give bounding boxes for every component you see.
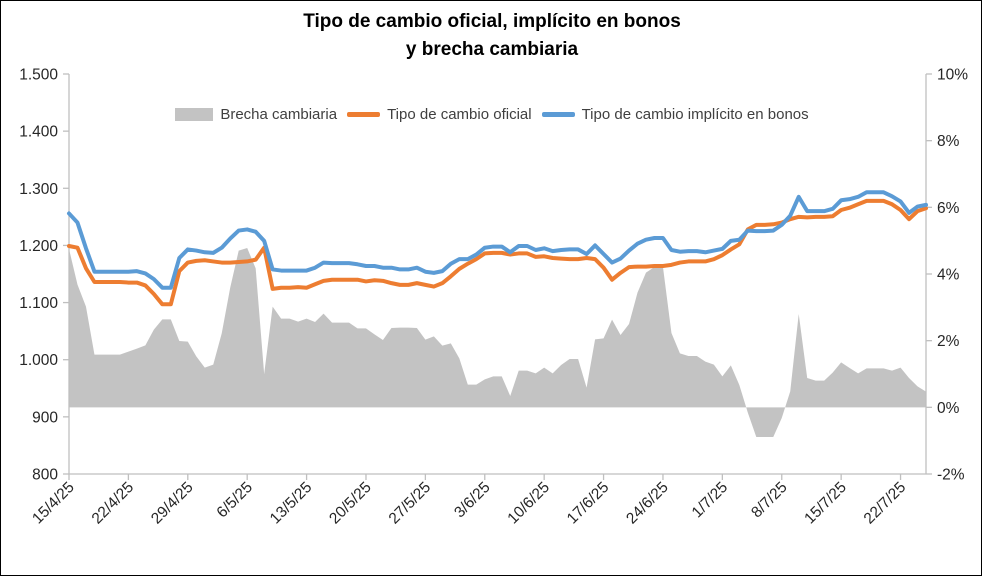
legend-label-brecha: Brecha cambiaria: [220, 106, 338, 123]
x-axis-tick-label: 15/7/25: [801, 479, 850, 528]
x-axis-tick-label: 22/4/25: [89, 479, 138, 528]
chart-title: Tipo de cambio oficial, implícito en bon…: [1, 8, 981, 64]
legend: Brecha cambiaria Tipo de cambio oficial …: [1, 106, 981, 123]
implicito-line-swatch-icon: [541, 112, 575, 117]
right-axis-tick-label: 6%: [937, 200, 960, 217]
area-series-brecha: [69, 248, 926, 437]
left-axis-tick-label: 900: [32, 409, 58, 426]
right-axis-tick-label: 0%: [937, 400, 960, 417]
left-axis-tick-label: 800: [32, 467, 58, 484]
x-axis-tick-label: 13/5/25: [267, 479, 316, 528]
x-axis-tick-label: 17/6/25: [564, 479, 613, 528]
chart-title-line2: y brecha cambiaria: [405, 39, 579, 60]
chart-title-line1: Tipo de cambio oficial, implícito en bon…: [303, 11, 681, 32]
right-axis-tick-label: 2%: [937, 333, 960, 350]
x-axis-tick-label: 1/7/25: [689, 479, 732, 522]
x-axis-tick-label: 15/4/25: [29, 479, 78, 528]
legend-item-oficial: Tipo de cambio oficial: [347, 106, 532, 123]
brecha-area-swatch-icon: [175, 108, 214, 121]
x-axis-tick-label: 22/7/25: [861, 479, 910, 528]
x-axis-tick-label: 3/6/25: [451, 479, 494, 522]
left-axis-tick-label: 1.500: [19, 67, 58, 84]
legend-label-implicito: Tipo de cambio implícito en bonos: [581, 106, 809, 123]
x-axis-tick-label: 10/6/25: [504, 479, 553, 528]
legend-label-oficial: Tipo de cambio oficial: [387, 106, 532, 123]
x-axis-tick-label: 24/6/25: [623, 479, 672, 528]
right-axis-tick-label: -2%: [937, 467, 965, 484]
right-axis-tick-label: 4%: [937, 267, 960, 284]
x-axis-tick-label: 6/5/25: [214, 479, 257, 522]
left-axis-tick-label: 1.400: [19, 124, 58, 141]
left-axis-tick-label: 1.000: [19, 352, 58, 369]
left-axis-tick-label: 1.200: [19, 238, 58, 255]
line-series-implicito: [67, 190, 928, 290]
x-axis-tick-label: 20/5/25: [326, 479, 375, 528]
left-axis-tick-label: 1.300: [19, 181, 58, 198]
left-axis-tick-label: 1.100: [19, 295, 58, 312]
right-axis-tick-label: 8%: [937, 133, 960, 150]
x-axis-tick-label: 8/7/25: [748, 479, 791, 522]
x-axis-tick-label: 29/4/25: [148, 479, 197, 528]
legend-item-implicito: Tipo de cambio implícito en bonos: [541, 106, 809, 123]
oficial-line-swatch-icon: [347, 112, 381, 117]
x-axis-tick-label: 27/5/25: [386, 479, 435, 528]
legend-item-brecha: Brecha cambiaria: [175, 106, 337, 123]
right-axis-tick-label: 10%: [937, 67, 968, 84]
